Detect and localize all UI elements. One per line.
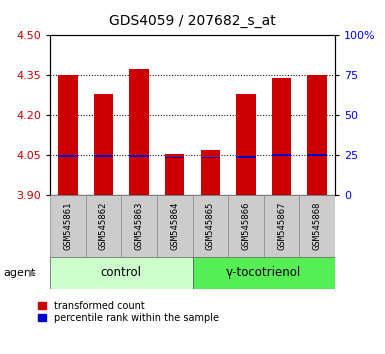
Bar [236, 94, 256, 195]
Bar [228, 195, 264, 257]
Bar [58, 155, 78, 157]
Text: GSM545863: GSM545863 [135, 201, 144, 250]
Bar [192, 257, 335, 289]
Text: GSM545864: GSM545864 [170, 201, 179, 250]
Bar [300, 195, 335, 257]
Text: GDS4059 / 207682_s_at: GDS4059 / 207682_s_at [109, 14, 276, 28]
Text: agent: agent [4, 268, 36, 278]
Text: control: control [101, 266, 142, 279]
Bar [85, 195, 121, 257]
Bar [157, 195, 192, 257]
Bar [165, 156, 184, 159]
Bar [165, 154, 184, 195]
Text: GSM545865: GSM545865 [206, 201, 215, 250]
Bar [272, 154, 291, 156]
Text: γ-tocotrienol: γ-tocotrienol [226, 266, 301, 279]
Bar [94, 94, 113, 195]
Bar [307, 75, 327, 195]
Bar [236, 156, 256, 158]
Bar [50, 195, 85, 257]
Bar [192, 195, 228, 257]
Text: GSM545868: GSM545868 [313, 201, 321, 250]
Bar [121, 195, 157, 257]
Bar [129, 69, 149, 195]
Bar [272, 78, 291, 195]
Text: ▶: ▶ [29, 268, 37, 278]
Bar [201, 156, 220, 159]
Text: GSM545862: GSM545862 [99, 201, 108, 250]
Bar [307, 154, 327, 156]
Bar [58, 75, 78, 195]
Text: GSM545867: GSM545867 [277, 201, 286, 250]
Bar [94, 155, 113, 157]
Bar [201, 150, 220, 195]
Bar [129, 155, 149, 157]
Legend: transformed count, percentile rank within the sample: transformed count, percentile rank withi… [36, 299, 221, 325]
Text: GSM545866: GSM545866 [241, 201, 250, 250]
Bar [264, 195, 300, 257]
Text: GSM545861: GSM545861 [64, 201, 72, 250]
Bar [50, 257, 192, 289]
